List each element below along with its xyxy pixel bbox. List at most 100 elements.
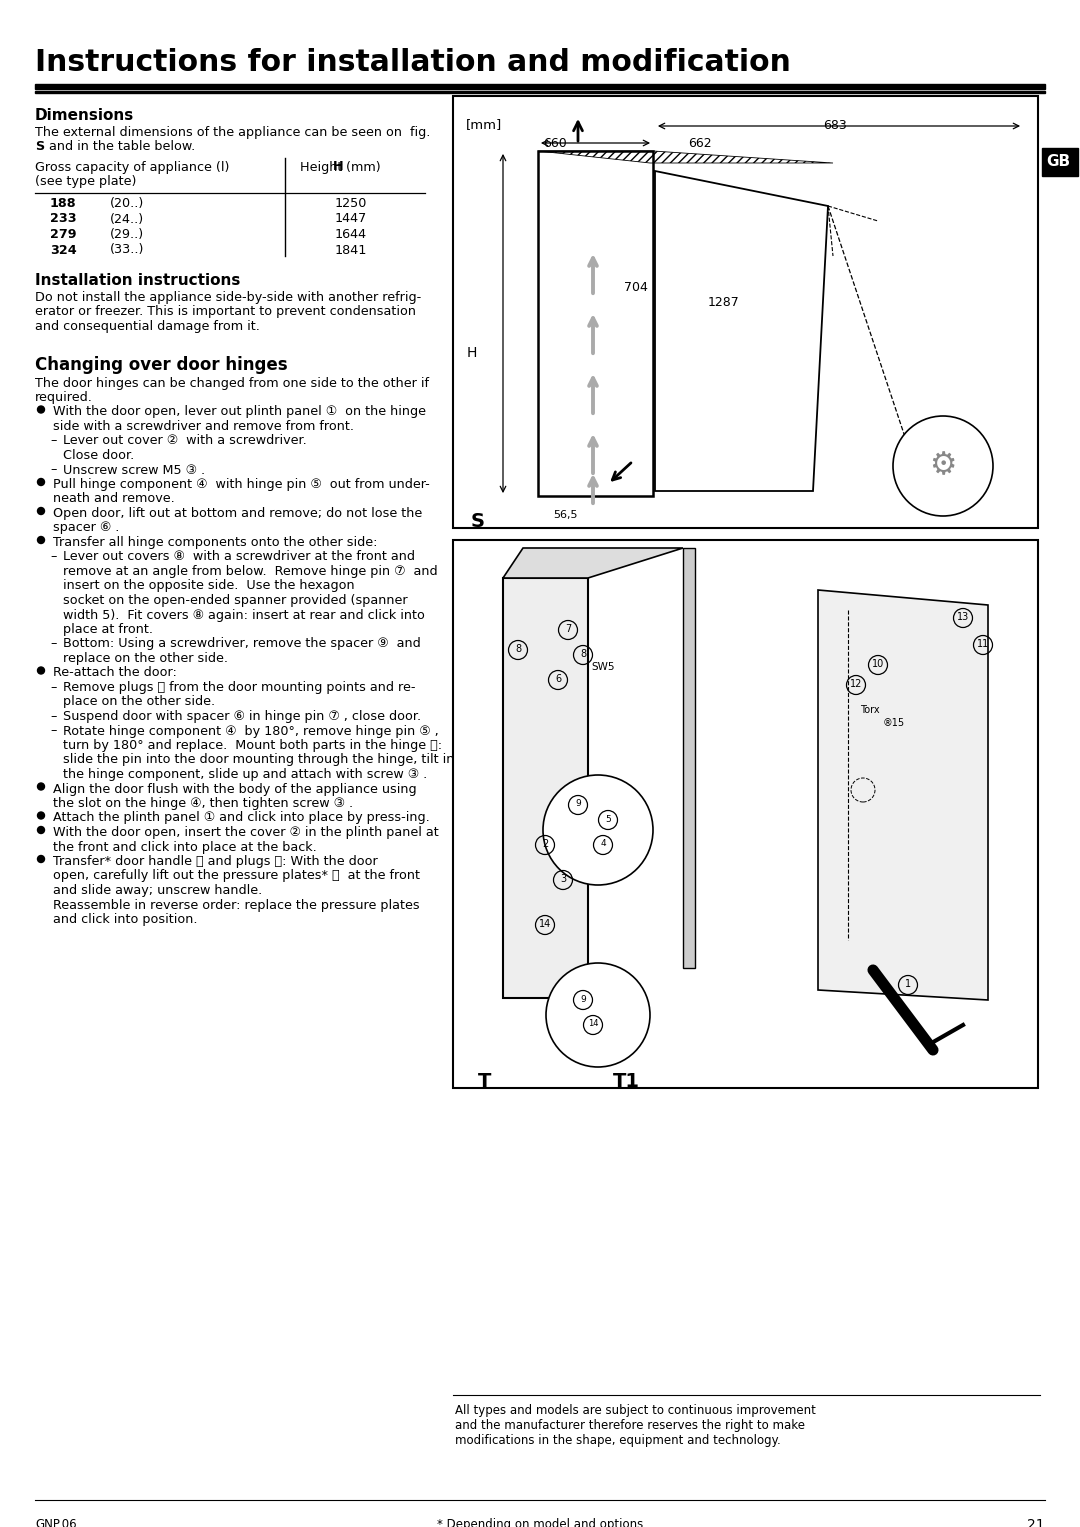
Text: insert on the opposite side.  Use the hexagon: insert on the opposite side. Use the hex… (63, 580, 354, 592)
Text: 9: 9 (576, 800, 581, 808)
Text: and slide away; unscrew handle.: and slide away; unscrew handle. (53, 884, 262, 896)
Text: T1: T1 (613, 1072, 640, 1090)
Text: 4: 4 (600, 840, 606, 849)
Circle shape (38, 826, 44, 834)
Text: neath and remove.: neath and remove. (53, 493, 175, 505)
Text: Remove plugs ⑬ from the door mounting points and re-: Remove plugs ⑬ from the door mounting po… (63, 681, 416, 693)
Text: 1447: 1447 (335, 212, 367, 226)
Text: 9: 9 (580, 994, 585, 1003)
Text: 8: 8 (515, 644, 521, 654)
Circle shape (38, 667, 44, 673)
Text: remove at an angle from below.  Remove hinge pin ⑦  and: remove at an angle from below. Remove hi… (63, 565, 437, 579)
Circle shape (38, 478, 44, 486)
Text: open, carefully lift out the pressure plates* ⑮  at the front: open, carefully lift out the pressure pl… (53, 869, 420, 883)
Text: 662: 662 (688, 137, 712, 150)
Text: 233: 233 (50, 212, 77, 226)
Text: Transfer all hinge components onto the other side:: Transfer all hinge components onto the o… (53, 536, 378, 550)
Text: H: H (467, 347, 477, 360)
Text: Transfer* door handle ⑬ and plugs ⑭: With the door: Transfer* door handle ⑬ and plugs ⑭: Wit… (53, 855, 378, 867)
Text: Suspend door with spacer ⑥ in hinge pin ⑦ , close door.: Suspend door with spacer ⑥ in hinge pin … (63, 710, 421, 722)
Text: 5: 5 (605, 814, 611, 823)
Bar (538, 151, 653, 496)
Circle shape (38, 855, 44, 863)
Text: S: S (35, 140, 44, 154)
Text: ®15: ®15 (883, 718, 905, 728)
Text: Align the door flush with the body of the appliance using: Align the door flush with the body of th… (53, 782, 417, 796)
Text: –: – (50, 681, 56, 693)
Text: the front and click into place at the back.: the front and click into place at the ba… (53, 840, 316, 854)
Text: –: – (50, 637, 56, 651)
Bar (453, 541, 1038, 1089)
Text: slide the pin into the door mounting through the hinge, tilt in: slide the pin into the door mounting thr… (63, 753, 455, 767)
Circle shape (38, 536, 44, 544)
Text: replace on the other side.: replace on the other side. (63, 652, 228, 664)
Polygon shape (503, 548, 683, 579)
Text: 14: 14 (539, 919, 551, 928)
Text: erator or freezer. This is important to prevent condensation: erator or freezer. This is important to … (35, 305, 416, 319)
Text: 279: 279 (50, 228, 77, 241)
Text: Gross capacity of appliance (l): Gross capacity of appliance (l) (35, 160, 229, 174)
Text: Re-attach the door:: Re-attach the door: (53, 666, 177, 680)
Circle shape (38, 783, 44, 789)
Circle shape (38, 507, 44, 515)
Text: 12: 12 (850, 680, 862, 689)
Text: Bottom: Using a screwdriver, remove the spacer ⑨  and: Bottom: Using a screwdriver, remove the … (63, 637, 421, 651)
Text: 13: 13 (957, 612, 969, 621)
Text: and in the table below.: and in the table below. (45, 140, 195, 154)
Text: 7: 7 (565, 625, 571, 634)
Text: socket on the open-ended spanner provided (spanner: socket on the open-ended spanner provide… (63, 594, 407, 608)
Bar (453, 96, 1038, 528)
Text: and click into position.: and click into position. (53, 913, 198, 925)
Text: 21: 21 (1027, 1518, 1045, 1527)
Circle shape (38, 812, 44, 818)
Text: Instructions for installation and modification: Instructions for installation and modifi… (35, 47, 791, 76)
Text: S: S (471, 512, 485, 531)
Text: Dimensions: Dimensions (35, 108, 134, 124)
Text: –: – (50, 724, 56, 738)
Text: (29..): (29..) (110, 228, 144, 241)
Bar (35, 84, 1045, 89)
Text: Rotate hinge component ④  by 180°, remove hinge pin ⑤ ,: Rotate hinge component ④ by 180°, remove… (63, 724, 438, 738)
Text: and consequential damage from it.: and consequential damage from it. (35, 321, 260, 333)
Text: place on the other side.: place on the other side. (63, 695, 215, 709)
Text: 56,5: 56,5 (553, 510, 578, 521)
Text: H: H (333, 160, 343, 174)
Text: 10: 10 (872, 660, 885, 669)
Text: place at front.: place at front. (63, 623, 153, 637)
Text: T: T (478, 1072, 491, 1090)
Text: Pull hinge component ④  with hinge pin ⑤  out from under-: Pull hinge component ④ with hinge pin ⑤ … (53, 478, 430, 492)
Text: Height: Height (300, 160, 347, 174)
Text: 11: 11 (977, 638, 989, 649)
Text: Changing over door hinges: Changing over door hinges (35, 356, 287, 374)
Text: GNP.06: GNP.06 (35, 1518, 77, 1527)
Text: (33..): (33..) (110, 243, 145, 257)
Text: 1841: 1841 (335, 243, 367, 257)
Text: width 5).  Fit covers ⑧ again: insert at rear and click into: width 5). Fit covers ⑧ again: insert at … (63, 608, 424, 621)
Text: 1644: 1644 (335, 228, 367, 241)
Text: the slot on the hinge ④, then tighten screw ③ .: the slot on the hinge ④, then tighten sc… (53, 797, 353, 809)
Text: (24..): (24..) (110, 212, 144, 226)
Text: 683: 683 (823, 119, 847, 131)
Text: 2: 2 (542, 838, 549, 849)
Circle shape (38, 406, 44, 412)
Text: Reassemble in reverse order: replace the pressure plates: Reassemble in reverse order: replace the… (53, 898, 420, 912)
Text: All types and models are subject to continuous improvement: All types and models are subject to cont… (455, 1403, 815, 1417)
Circle shape (893, 415, 993, 516)
Text: –: – (50, 435, 56, 447)
Text: 1: 1 (905, 979, 912, 989)
Text: (see type plate): (see type plate) (35, 176, 136, 188)
Text: –: – (50, 551, 56, 563)
Text: (mm): (mm) (342, 160, 380, 174)
Text: Close door.: Close door. (63, 449, 134, 463)
Text: ⚙: ⚙ (929, 452, 957, 481)
Text: Torx: Torx (860, 705, 879, 715)
Text: 704: 704 (624, 281, 648, 295)
Text: The door hinges can be changed from one side to the other if: The door hinges can be changed from one … (35, 377, 429, 389)
Text: With the door open, insert the cover ② in the plinth panel at: With the door open, insert the cover ② i… (53, 826, 438, 838)
Text: 1287: 1287 (708, 296, 740, 308)
Text: and the manufacturer therefore reserves the right to make: and the manufacturer therefore reserves … (455, 1419, 805, 1432)
Text: –: – (50, 710, 56, 722)
Text: –: – (50, 464, 56, 476)
Text: 3: 3 (559, 873, 566, 884)
Text: Lever out cover ②  with a screwdriver.: Lever out cover ② with a screwdriver. (63, 435, 307, 447)
